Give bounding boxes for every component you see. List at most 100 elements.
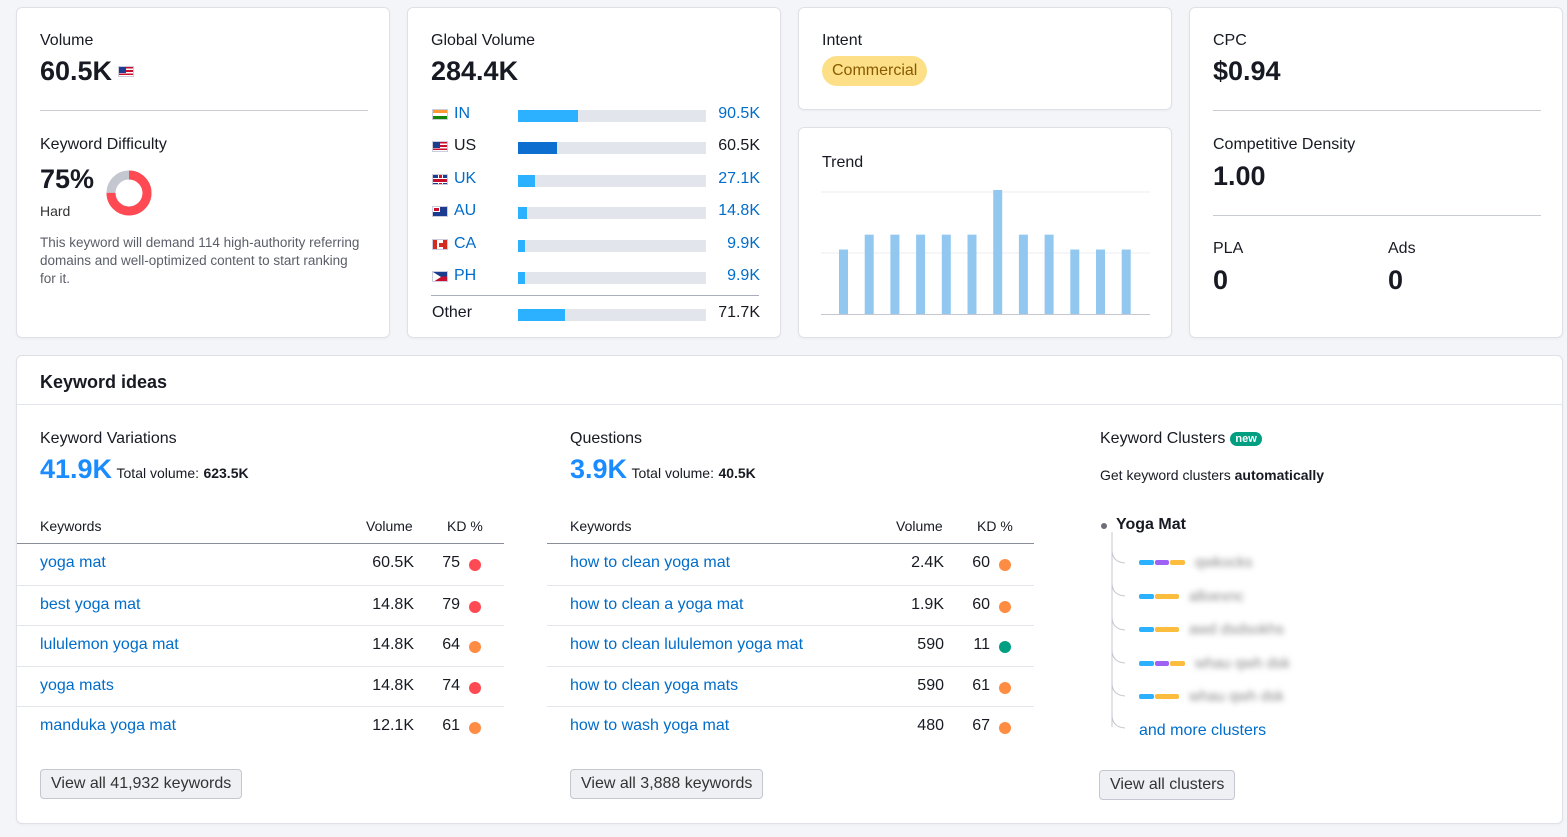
keyword-link[interactable]: lululemon yoga mat bbox=[40, 636, 179, 653]
keyword-link[interactable]: manduka yoga mat bbox=[40, 717, 177, 734]
cluster-tree-lines bbox=[1111, 532, 1126, 729]
trend-bar[interactable] bbox=[890, 234, 900, 314]
cpc-card: CPC $0.94 Competitive Density 1.00 PLA 0… bbox=[1189, 7, 1563, 338]
col-kd[interactable]: KD % bbox=[447, 518, 483, 534]
country-row-other: Other 71.7K bbox=[432, 304, 760, 324]
kd-label: Keyword Difficulty bbox=[40, 136, 167, 153]
trend-bar[interactable] bbox=[1070, 249, 1080, 314]
variations-count[interactable]: 41.9K bbox=[40, 454, 113, 484]
trend-bar[interactable] bbox=[993, 190, 1003, 314]
country-value[interactable]: 27.1K bbox=[718, 169, 760, 187]
cluster-bar-icon bbox=[1139, 660, 1185, 666]
trend-bar[interactable] bbox=[864, 234, 874, 314]
kd-level: Hard bbox=[40, 203, 71, 219]
col-volume[interactable]: Volume bbox=[366, 518, 413, 534]
keyword-ideas-title: Keyword ideas bbox=[40, 372, 168, 392]
keyword-link[interactable]: how to clean yoga mats bbox=[570, 676, 739, 694]
keyword-kd: 60 bbox=[972, 595, 990, 613]
table-row: how to clean a yoga mat 1.9K 60 bbox=[547, 584, 1034, 626]
kd-dot-icon bbox=[469, 641, 481, 653]
trend-bar[interactable] bbox=[1121, 249, 1131, 314]
cluster-name: alloexnc bbox=[1189, 587, 1245, 605]
keyword-volume: 12.1K bbox=[372, 717, 414, 734]
cluster-root-dot bbox=[1101, 523, 1107, 529]
keyword-link[interactable]: yoga mat bbox=[40, 554, 106, 571]
kd-dot-icon bbox=[469, 600, 481, 613]
cluster-bar-icon bbox=[1139, 560, 1185, 565]
trend-bar[interactable] bbox=[916, 234, 926, 314]
cluster-item: qwkocks bbox=[1139, 554, 1253, 571]
cluster-name: awd dsdsokhs bbox=[1189, 621, 1285, 638]
kd-dot-icon bbox=[999, 641, 1011, 653]
country-bar bbox=[518, 174, 706, 187]
more-clusters-link[interactable]: and more clusters bbox=[1139, 722, 1267, 739]
col-volume[interactable]: Volume bbox=[896, 518, 943, 534]
intent-card: Intent Commercial bbox=[798, 7, 1172, 110]
keyword-volume: 1.9K bbox=[911, 595, 944, 613]
keyword-link[interactable]: how to clean a yoga mat bbox=[570, 595, 744, 613]
keyword-link[interactable]: how to clean lululemon yoga mat bbox=[570, 636, 804, 653]
country-value[interactable]: 9.9K bbox=[727, 267, 760, 284]
trend-bar[interactable] bbox=[1096, 249, 1105, 314]
trend-bar[interactable] bbox=[1044, 234, 1054, 314]
intent-badge[interactable]: Commercial bbox=[822, 56, 928, 86]
cluster-bar-icon bbox=[1139, 627, 1179, 632]
new-badge: new bbox=[1230, 432, 1262, 446]
keyword-link[interactable]: how to clean yoga mat bbox=[570, 554, 731, 571]
country-bar bbox=[518, 110, 706, 122]
country-value[interactable]: 90.5K bbox=[718, 105, 760, 122]
country-code[interactable]: CA bbox=[454, 234, 477, 252]
keyword-kd: 61 bbox=[442, 717, 460, 734]
table-row: best yoga mat 14.8K 79 bbox=[17, 584, 504, 626]
country-code[interactable]: UK bbox=[454, 169, 477, 187]
uk-flag-icon bbox=[432, 173, 448, 185]
table-row: yoga mat 60.5K 75 bbox=[17, 544, 504, 585]
other-value: 71.7K bbox=[718, 304, 760, 321]
ca-flag-icon bbox=[432, 238, 448, 250]
density-value: 1.00 bbox=[1213, 161, 1266, 191]
country-row-au: AU 14.8K bbox=[432, 202, 760, 222]
keyword-volume: 14.8K bbox=[372, 636, 414, 653]
table-row: how to clean lululemon yoga mat 590 11 bbox=[547, 625, 1034, 666]
kd-description: This keyword will demand 114 high-author… bbox=[40, 235, 360, 286]
density-label: Competitive Density bbox=[1213, 136, 1356, 153]
cluster-name: qwkocks bbox=[1195, 554, 1253, 571]
kd-dot-icon bbox=[469, 722, 481, 734]
trend-chart bbox=[821, 190, 1150, 315]
col-keywords: Keywords bbox=[570, 518, 632, 534]
keyword-kd: 11 bbox=[973, 636, 990, 653]
trend-bar[interactable] bbox=[1018, 234, 1028, 314]
keyword-link[interactable]: yoga mats bbox=[40, 676, 114, 694]
cluster-item: alloexnc bbox=[1139, 588, 1244, 605]
country-code[interactable]: PH bbox=[454, 267, 477, 284]
kd-dot-icon bbox=[469, 681, 481, 694]
kd-dot-icon bbox=[999, 681, 1011, 694]
country-value: 60.5K bbox=[718, 137, 760, 155]
table-row: how to clean yoga mats 590 61 bbox=[547, 665, 1034, 707]
global-volume-card: Global Volume 284.4K IN 90.5K US 60.5K U… bbox=[407, 7, 781, 338]
country-code[interactable]: IN bbox=[454, 105, 470, 122]
cluster-bar-icon bbox=[1139, 593, 1179, 599]
trend-bar[interactable] bbox=[967, 234, 977, 314]
view-all-questions-button[interactable]: View all 3,888 keywords bbox=[570, 769, 764, 799]
view-all-clusters-button[interactable]: View all clusters bbox=[1099, 770, 1236, 800]
trend-bar[interactable] bbox=[941, 234, 951, 314]
col-kd[interactable]: KD % bbox=[977, 518, 1013, 534]
keyword-link[interactable]: how to wash yoga mat bbox=[570, 717, 730, 734]
country-value[interactable]: 9.9K bbox=[727, 234, 760, 252]
questions-count[interactable]: 3.9K bbox=[570, 454, 628, 484]
country-row-us: US 60.5K bbox=[432, 137, 760, 157]
view-all-variations-button[interactable]: View all 41,932 keywords bbox=[40, 769, 243, 799]
country-code: US bbox=[454, 137, 477, 155]
country-value[interactable]: 14.8K bbox=[718, 202, 760, 220]
trend-bar[interactable] bbox=[839, 249, 848, 314]
country-code[interactable]: AU bbox=[454, 202, 477, 220]
keyword-link[interactable]: best yoga mat bbox=[40, 595, 141, 613]
clusters-section: Keyword Clusters new Get keyword cluster… bbox=[1077, 356, 1557, 825]
questions-title: Questions bbox=[570, 430, 643, 447]
country-row-uk: UK 27.1K bbox=[432, 170, 760, 190]
keyword-volume: 60.5K bbox=[372, 554, 414, 571]
keyword-kd: 64 bbox=[442, 636, 460, 653]
keyword-volume: 14.8K bbox=[372, 595, 414, 613]
keyword-volume: 480 bbox=[917, 717, 944, 734]
